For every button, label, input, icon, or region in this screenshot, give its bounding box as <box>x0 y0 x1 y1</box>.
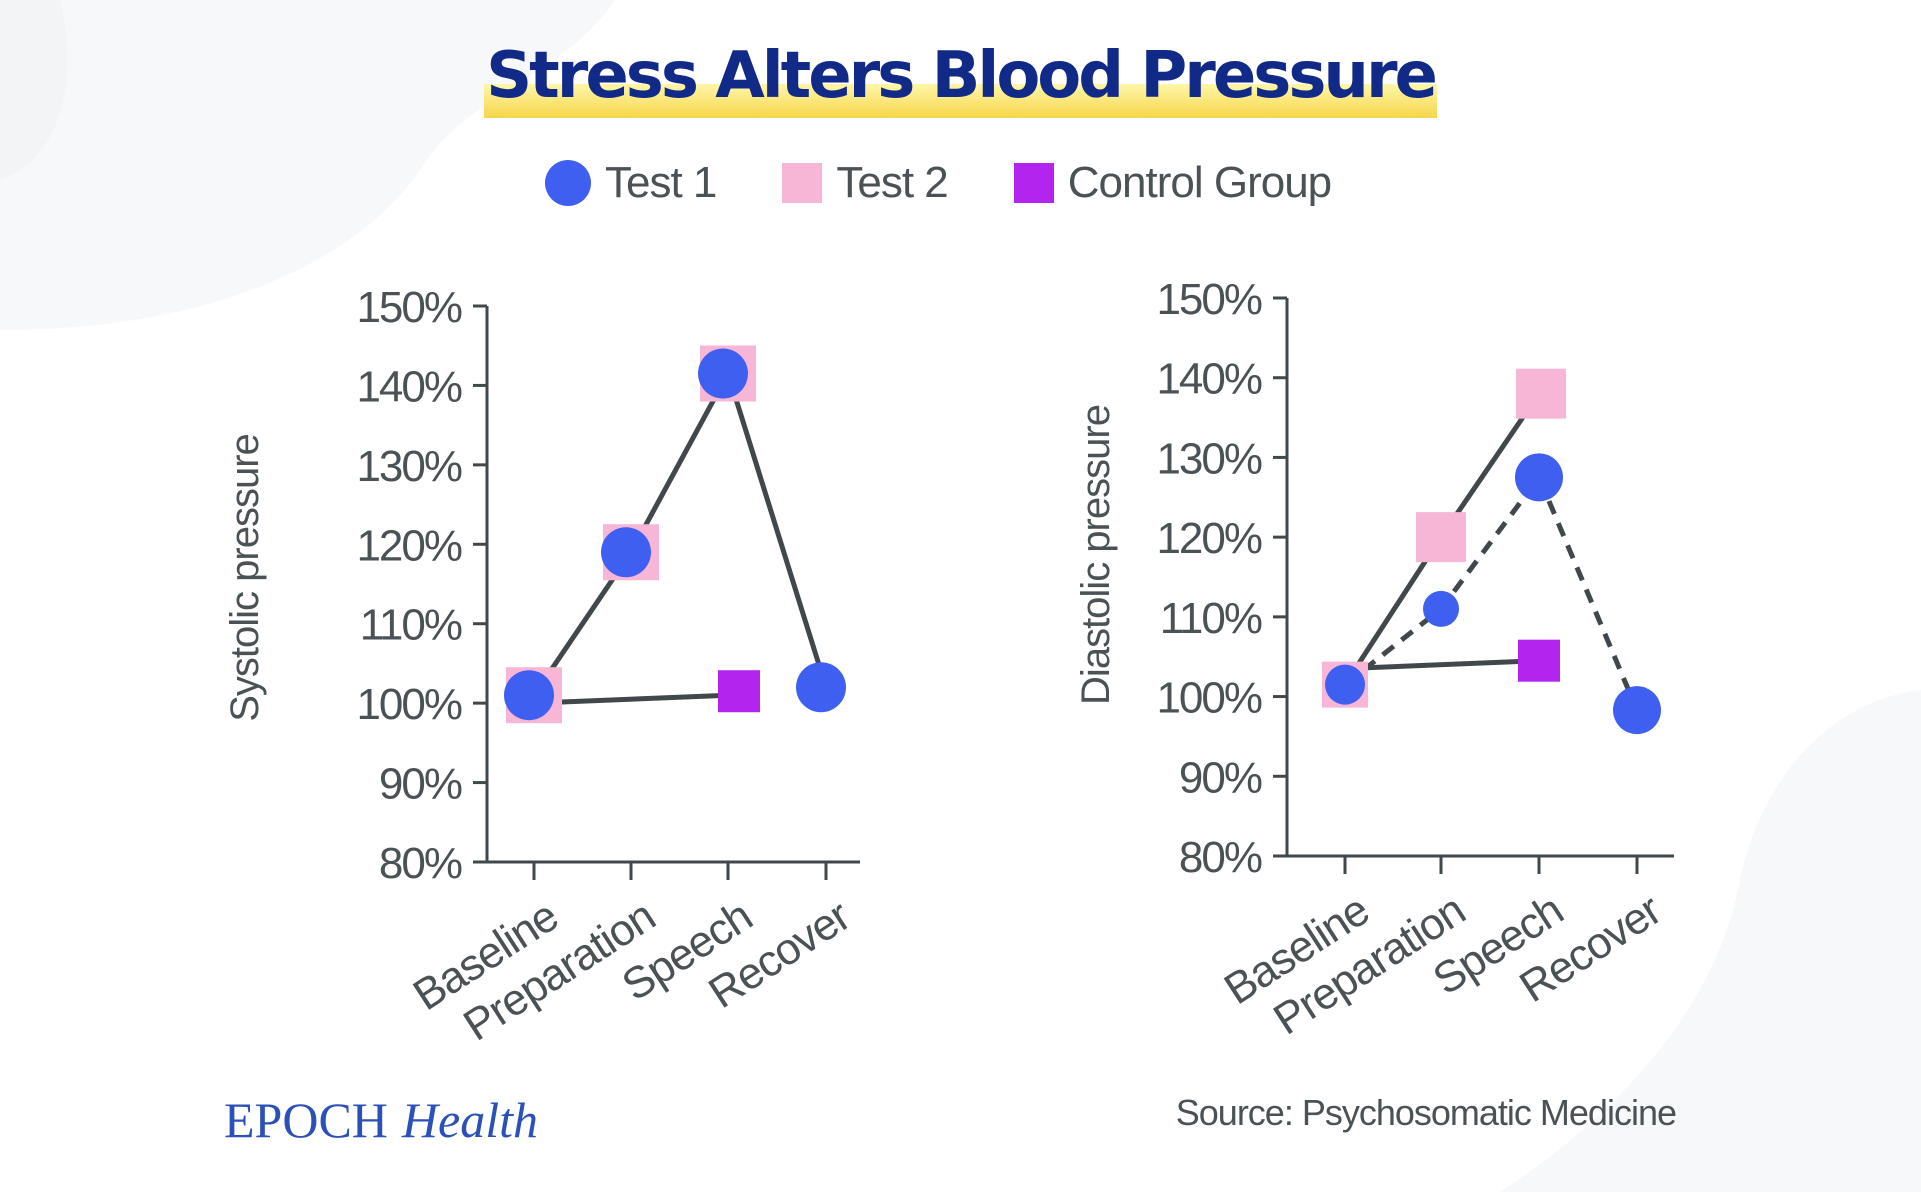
diastolic-y-tick-label: 110% <box>1160 594 1262 643</box>
diastolic-y-tick-label: 90% <box>1179 753 1262 802</box>
diastolic-y-tick-label: 120% <box>1156 514 1261 563</box>
systolic-y-tick-label: 100% <box>356 680 461 729</box>
systolic-test1-marker <box>504 670 554 721</box>
diastolic-y-tick-label: 80% <box>1179 833 1262 882</box>
systolic-test1-marker <box>796 662 846 713</box>
title-area: Stress Alters Blood Pressure <box>484 36 1438 122</box>
systolic-test1-marker <box>601 527 651 578</box>
brand-epoch: EPOCH <box>224 1092 388 1148</box>
diastolic-test2-marker <box>1516 368 1566 419</box>
diastolic-y-tick-label: 130% <box>1156 434 1261 483</box>
diastolic-y-tick-label: 140% <box>1156 355 1261 404</box>
legend-item-test2: Test 2 <box>782 158 949 208</box>
legend-item-control: Control Group <box>1013 158 1332 208</box>
systolic-y-tick-label: 150% <box>356 283 461 332</box>
brand-logo: EPOCH Health <box>224 1090 538 1150</box>
diastolic-y-tick-label: 100% <box>1156 674 1261 723</box>
legend-marker-test2 <box>782 163 823 203</box>
diastolic-test1-marker <box>1613 686 1661 735</box>
title-highlight <box>484 84 1437 118</box>
legend-label-test2: Test 2 <box>836 158 948 207</box>
legend-marker-test1 <box>545 160 591 206</box>
diastolic-test2-marker <box>1416 512 1466 563</box>
diastolic-control-marker <box>1518 639 1560 682</box>
legend-label-control: Control Group <box>1067 158 1332 207</box>
diastolic-control-line <box>1344 658 1540 672</box>
page-title: Stress Alters Blood Pressure <box>486 39 1438 113</box>
legend-marker-control <box>1013 163 1054 203</box>
brand-health: Health <box>401 1092 539 1148</box>
legend-label-test1: Test 1 <box>605 158 717 207</box>
diastolic-y-tick-label: 150% <box>1156 275 1261 324</box>
systolic-y-tick-label: 110% <box>360 601 462 650</box>
systolic-y-tick-label: 120% <box>356 521 461 570</box>
systolic-control-marker <box>718 670 760 713</box>
systolic-test1-marker <box>698 348 748 399</box>
systolic-y-tick-label: 140% <box>356 362 461 411</box>
diastolic-y-axis-label: Diastolic pressure <box>1074 405 1118 705</box>
diastolic-test1-marker <box>1423 590 1459 627</box>
diastolic-test1-marker <box>1325 664 1365 705</box>
systolic-y-tick-label: 80% <box>379 839 462 888</box>
systolic-test1-line <box>531 371 829 697</box>
systolic-y-tick-label: 90% <box>379 760 462 809</box>
systolic-control-line <box>533 692 729 706</box>
legend-item-test1: Test 1 <box>545 158 717 208</box>
source-note: Source: Psychosomatic Medicine <box>1175 1092 1677 1133</box>
systolic-y-axis-label: Systolic pressure <box>223 434 267 722</box>
diastolic-test1-marker <box>1515 453 1563 502</box>
legend: Test 1 Test 2 Control Group <box>545 155 1332 211</box>
diastolic-test1-dashed-line <box>1343 472 1640 712</box>
systolic-y-tick-label: 130% <box>356 442 461 491</box>
